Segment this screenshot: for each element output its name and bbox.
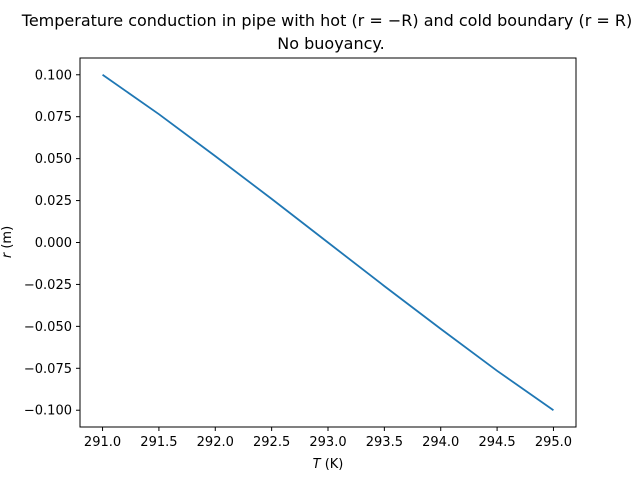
x-tick-label: 293.0 — [309, 435, 346, 450]
series-layer — [102, 74, 554, 411]
y-axis-label: r (m) — [0, 226, 15, 258]
x-axis-label-unit: (K) — [321, 457, 344, 472]
x-tick-label: 295.0 — [535, 435, 572, 450]
y-axis-label-unit: (m) — [0, 226, 15, 253]
x-tick-label: 294.0 — [422, 435, 459, 450]
y-tick-label: 0.100 — [35, 68, 72, 83]
x-tick-label: 291.5 — [140, 435, 177, 450]
x-axis-label-symbol: T — [313, 457, 322, 472]
y-axis: 0.100 0.075 0.050 0.025 0.000 −0.025 −0.050 −0.… — [24, 68, 80, 419]
y-tick-label: 0.000 — [35, 236, 72, 251]
x-tick-label: 293.5 — [366, 435, 403, 450]
y-tick-label: 0.050 — [35, 152, 72, 167]
x-tick-label: 292.5 — [253, 435, 290, 450]
series-line — [102, 74, 554, 411]
chart-title: Temperature conduction in pipe with hot … — [21, 11, 632, 30]
x-tick-label: 291.0 — [84, 435, 121, 450]
y-axis-label-symbol: r — [0, 251, 15, 258]
y-tick-label: 0.025 — [35, 194, 72, 209]
x-tick-label: 292.0 — [197, 435, 234, 450]
plot-area — [79, 57, 577, 428]
chart-subtitle: No buoyancy. — [277, 34, 384, 53]
y-tick-label: −0.100 — [24, 404, 72, 419]
y-tick-label: −0.025 — [24, 278, 72, 293]
x-tick-label: 294.5 — [478, 435, 515, 450]
x-axis-label: T (K) — [313, 457, 344, 472]
x-axis: 291.0 291.5 292.0 292.5 293.0 293.5 294.0 294.5… — [84, 427, 572, 450]
y-tick-label: −0.050 — [24, 320, 72, 335]
y-tick-label: −0.075 — [24, 362, 72, 377]
y-tick-label: 0.075 — [35, 110, 72, 125]
